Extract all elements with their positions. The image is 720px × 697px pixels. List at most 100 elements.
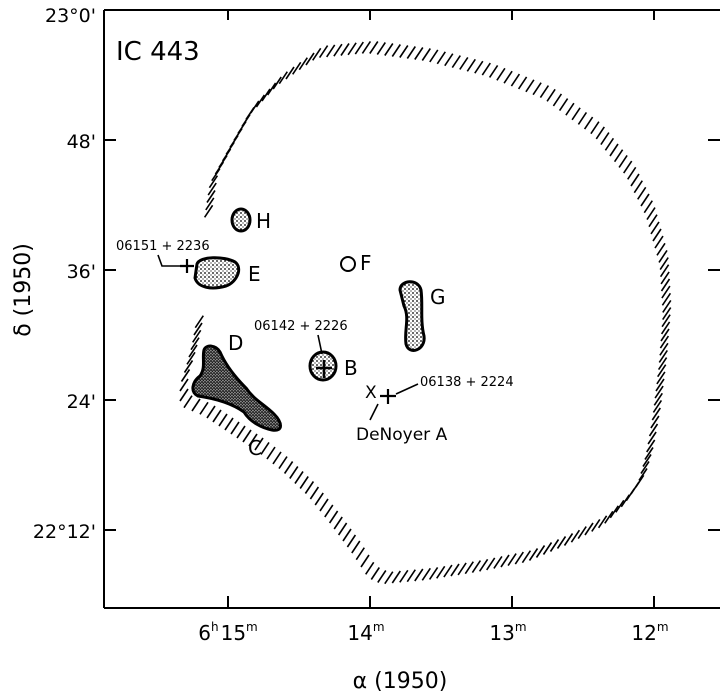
hatch-stroke [346, 534, 357, 548]
hatch-stroke [600, 132, 610, 146]
hatch-stroke [583, 116, 594, 130]
y-tick-labels: 23°0' 48' 36' 24' 22°12' [33, 5, 96, 543]
hatch-stroke [630, 173, 640, 187]
hatch-stroke [661, 314, 671, 328]
hatch-stroke [650, 221, 660, 235]
hatch-stroke [638, 468, 648, 481]
hatch-stroke [414, 568, 424, 582]
source-06142-cross-icon [316, 360, 332, 378]
hatch-stroke [552, 93, 563, 107]
hatch-stroke [261, 88, 271, 102]
y-axis-ticks [104, 139, 720, 531]
hatch-stroke [464, 561, 474, 575]
hatch-stroke [199, 401, 209, 415]
hatch-stroke [190, 337, 200, 351]
hatch-stroke [443, 564, 453, 578]
hatch-stroke [318, 45, 329, 59]
hatch-stroke [457, 562, 467, 576]
hatch-stroke [218, 413, 228, 427]
hatch-stroke [660, 321, 671, 335]
hatch-stroke [414, 47, 424, 60]
hatch-stroke [314, 492, 324, 506]
region-H [230, 207, 252, 233]
hatch-stroke [191, 398, 201, 412]
hatch-stroke [651, 407, 661, 421]
hatch-stroke [203, 204, 214, 218]
source-label-06142: 06142 + 2226 [254, 319, 348, 334]
hatch-stroke [660, 271, 670, 285]
hatch-stroke [421, 48, 431, 61]
hatch-stroke [488, 64, 499, 78]
hatch-stroke [391, 570, 401, 584]
hatch-stroke [521, 550, 532, 564]
source-label-06138: 06138 + 2224 [420, 375, 514, 390]
hatch-stroke [507, 553, 517, 567]
hatch-stroke [254, 437, 264, 451]
hatch-stroke [627, 166, 637, 180]
y-axis-title: δ (1950) [11, 243, 36, 337]
hatch-stroke [183, 395, 193, 409]
region-label-C: C [248, 436, 262, 460]
hatch-stroke [183, 360, 194, 373]
hatch-stroke [289, 466, 299, 479]
hatch-stroke [496, 67, 506, 81]
hatch-stroke [207, 182, 217, 196]
hatch-stroke [546, 88, 556, 102]
hatch-stroke [406, 46, 416, 59]
hatch-stroke [486, 557, 496, 571]
region-label-G: G [430, 285, 446, 309]
hatch-stroke [620, 494, 630, 508]
hatch-stroke [309, 486, 320, 500]
chart-title: IC 443 [116, 37, 200, 67]
hatch-stroke [542, 542, 553, 555]
x-tick-label-2: 13m [489, 620, 526, 645]
region-label-F: F [360, 251, 372, 275]
hatch-stroke [493, 555, 503, 569]
hatch-stroke [660, 278, 671, 292]
hatch-stroke [481, 62, 491, 76]
hatch-stroke [179, 378, 189, 392]
hatch-stroke [659, 264, 670, 278]
hatch-stroke [565, 102, 575, 116]
hatch-stroke [471, 560, 482, 574]
region-E [193, 256, 241, 290]
hatch-stroke [650, 415, 660, 429]
hatch-stroke [337, 522, 348, 536]
y-tick-label-2: 36' [67, 261, 96, 283]
hatch-stroke [503, 70, 513, 84]
source-label-06151: 06151 + 2236 [116, 239, 210, 254]
hatch-stroke [428, 566, 439, 580]
hatch-stroke [657, 364, 667, 378]
point-sources: 06151 + 2236 06142 + 2226 06138 + 2224 X… [116, 239, 514, 445]
region-label-D: D [228, 331, 243, 355]
hatch-stroke [406, 569, 416, 583]
hatch-stroke [510, 73, 521, 87]
hatch-stroke [646, 207, 656, 221]
hatch-stroke [188, 344, 198, 358]
source-06151-leader [157, 254, 180, 267]
hatch-stroke [643, 200, 653, 214]
hatch-stroke [658, 249, 668, 263]
hatch-stroke [525, 79, 535, 93]
hatch-stroke [285, 66, 295, 80]
hatch-stroke [659, 335, 670, 349]
region-labels: H E F G B D C [228, 209, 446, 460]
hatch-stroke [347, 42, 357, 56]
denoyer-leader [369, 403, 379, 421]
hatch-stroke [179, 388, 189, 402]
hatch-stroke [436, 51, 446, 65]
hatch-stroke [604, 137, 615, 151]
hatch-stroke [180, 369, 191, 382]
hatch-stroke [535, 545, 546, 558]
hatch-stroke [637, 186, 647, 200]
hatch-stroke [640, 193, 650, 207]
hatch-stroke [340, 43, 350, 56]
hatch-stroke [556, 536, 567, 549]
hatch-stroke [558, 98, 569, 112]
hatch-stroke [192, 329, 202, 343]
hatch-stroke [205, 197, 215, 211]
denoyer-label: DeNoyer A [356, 425, 448, 445]
hatch-stroke [660, 328, 670, 342]
hatch-stroke [391, 44, 401, 57]
hatch-stroke [319, 498, 329, 512]
